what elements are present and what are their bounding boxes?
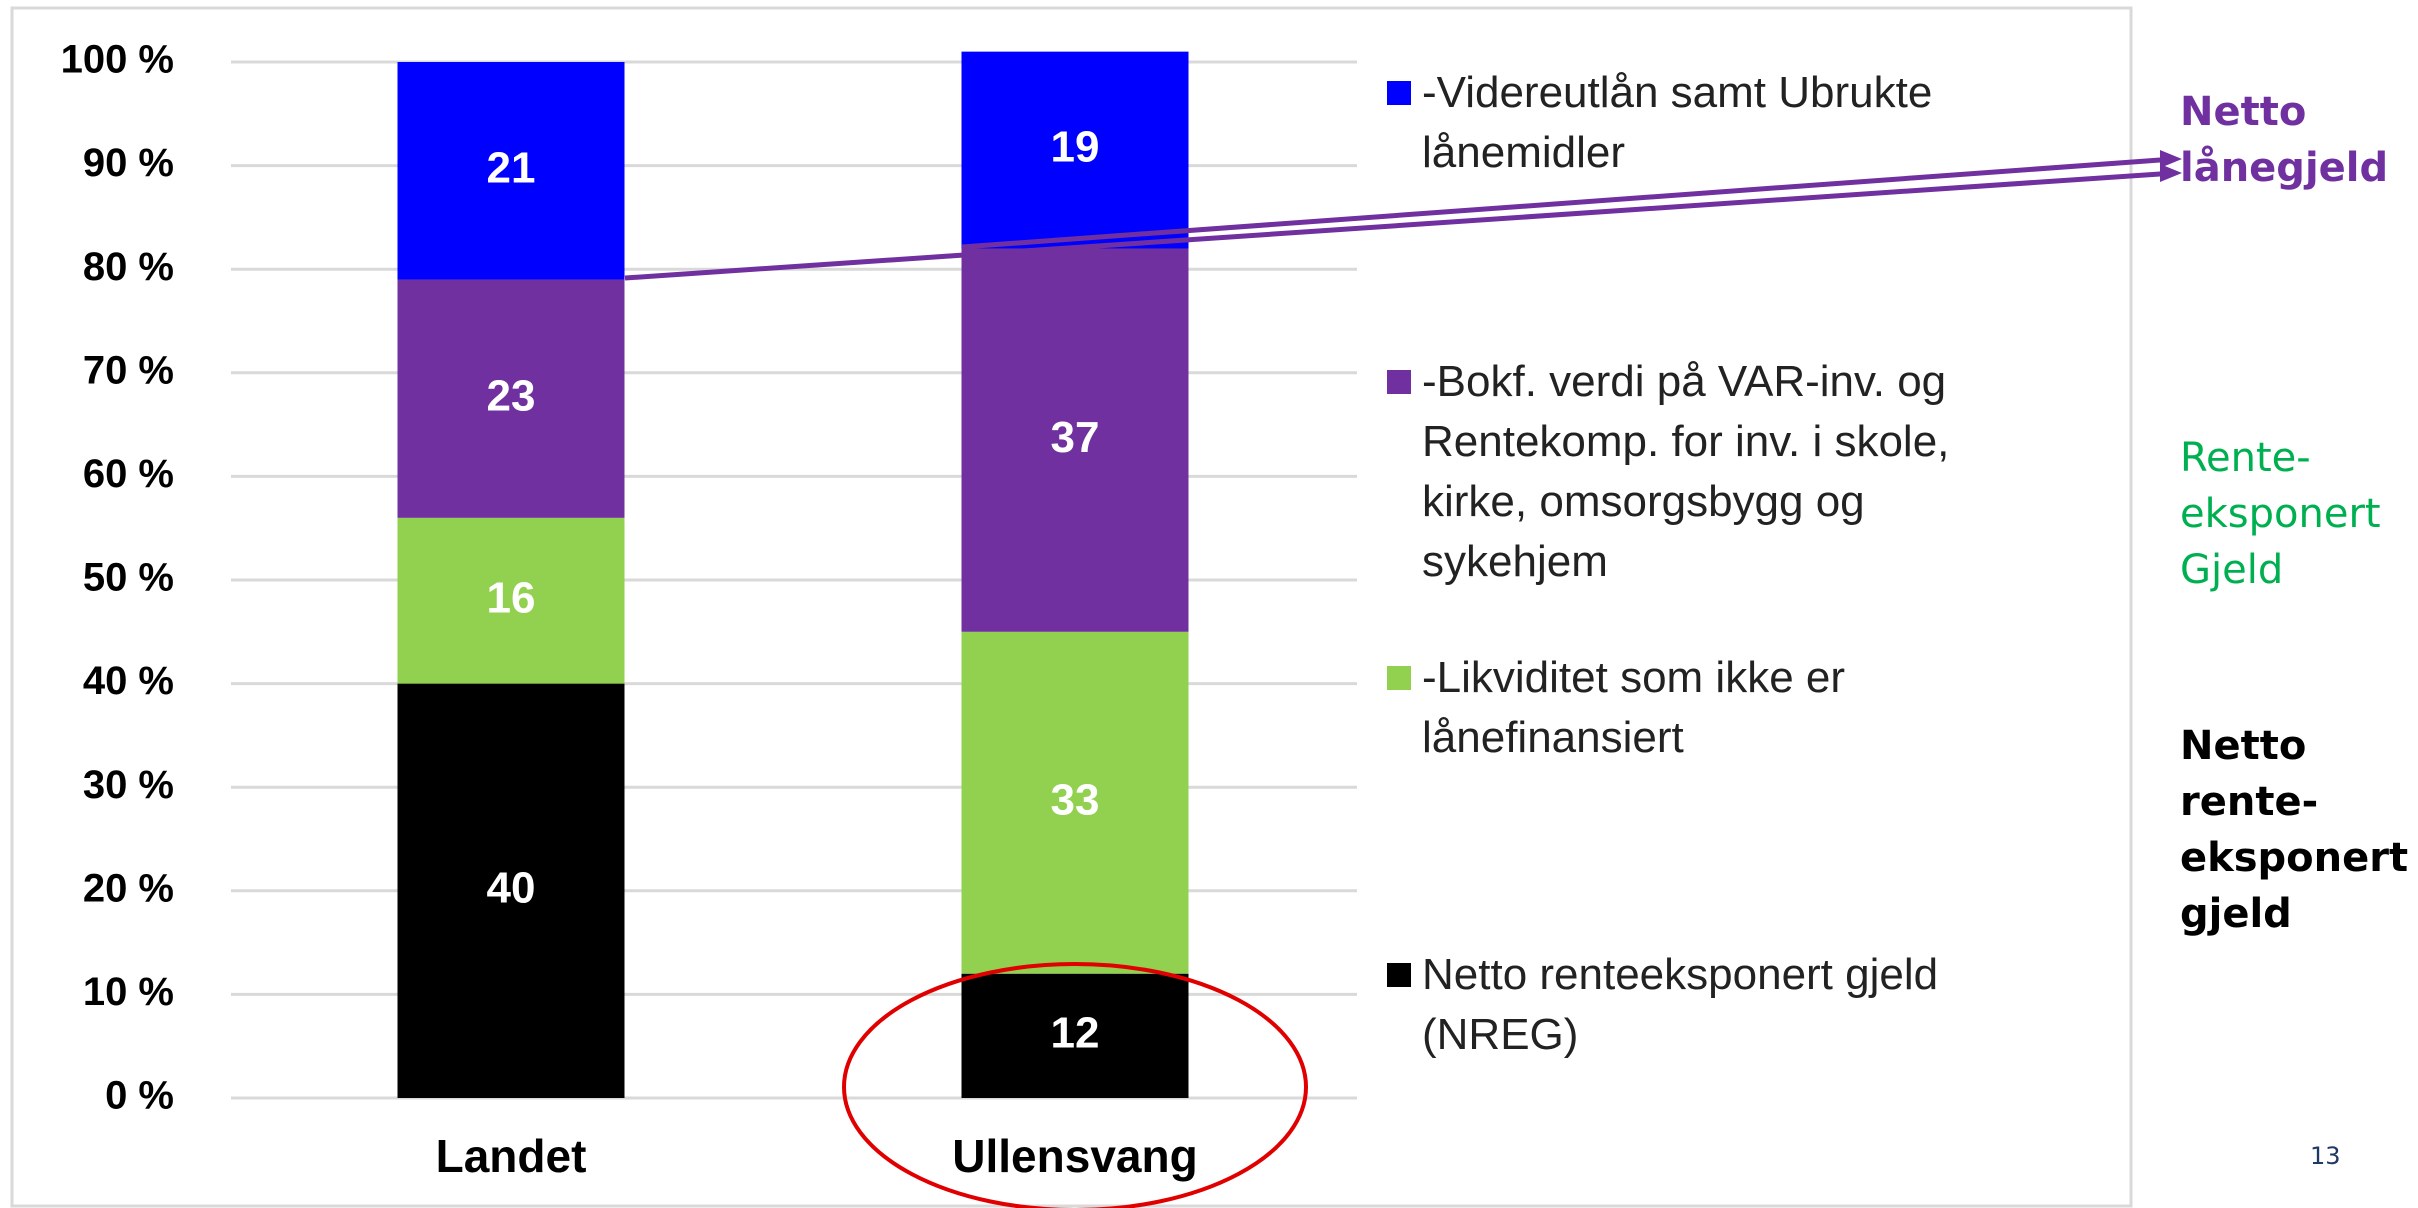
y-tick-label: 100 % <box>61 38 174 82</box>
y-tick-label: 20 % <box>83 866 174 910</box>
value-label: 40 <box>487 863 536 912</box>
y-tick-label: 80 % <box>83 245 174 289</box>
value-label: 12 <box>1051 1008 1100 1057</box>
highlight-ellipse <box>842 962 1308 1208</box>
value-label: 16 <box>487 573 536 622</box>
y-tick-label: 30 % <box>83 763 174 807</box>
value-label: 37 <box>1051 413 1100 462</box>
arrow-head <box>2160 164 2182 182</box>
annotation: Rente-eksponert Gjeld <box>2180 435 2381 593</box>
y-tick-label: 90 % <box>83 141 174 185</box>
legend-label: -Likviditet som ikke er lånefinansiert <box>1422 653 1846 762</box>
legend-label: -Videreutlån samt Ubrukte lånemidler <box>1422 68 1933 177</box>
arrow <box>624 170 2175 281</box>
bar-segment <box>961 51 1189 249</box>
bar-segment <box>961 973 1189 1098</box>
chart-border <box>10 6 2133 1208</box>
legend-swatch <box>1387 666 1411 690</box>
value-label: 23 <box>487 371 536 420</box>
annotation: Netto rente-eksponert gjeld <box>2180 723 2409 937</box>
page-number: 13 <box>2310 1142 2341 1170</box>
legend-label: -Bokf. verdi på VAR-inv. og Rentekomp. f… <box>1422 357 1950 586</box>
bar-segment <box>961 631 1189 974</box>
y-tick-label: 10 % <box>83 970 174 1014</box>
legend-swatch <box>1387 963 1411 987</box>
y-tick-label: 50 % <box>83 556 174 600</box>
value-label: 33 <box>1051 775 1100 824</box>
y-tick-label: 60 % <box>83 452 174 496</box>
bar-segment <box>397 683 625 1098</box>
arrow <box>961 156 2175 250</box>
x-tick-label: Landet <box>436 1130 587 1182</box>
annotation: Netto lånegjeld <box>2180 89 2389 191</box>
legend-label: Netto renteeksponert gjeld (NREG) <box>1422 950 1939 1059</box>
legend-swatch <box>1387 370 1411 394</box>
bar-segment <box>961 248 1189 632</box>
value-label: 21 <box>487 143 536 192</box>
x-tick-label: Ullensvang <box>952 1130 1197 1182</box>
arrow-head <box>2160 150 2182 168</box>
bar-segment <box>397 279 625 518</box>
bar-segment <box>397 62 625 280</box>
y-tick-label: 70 % <box>83 348 174 392</box>
y-tick-label: 40 % <box>83 659 174 703</box>
bar-segment <box>397 517 625 684</box>
y-tick-label: 0 % <box>105 1074 174 1118</box>
value-label: 19 <box>1051 123 1100 172</box>
legend-swatch <box>1387 81 1411 105</box>
